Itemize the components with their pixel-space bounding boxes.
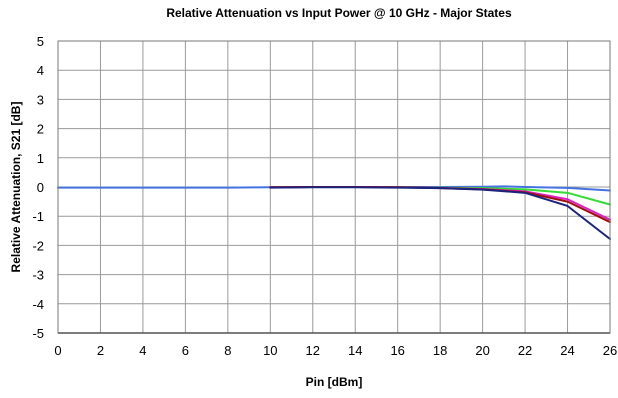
y-axis-label: Relative Attenuation, S21 [dB] — [9, 102, 23, 273]
x-tick-label: 6 — [182, 343, 189, 358]
chart-title: Relative Attenuation vs Input Power @ 10… — [166, 6, 512, 20]
x-axis-label: Pin [dBm] — [306, 375, 363, 389]
y-tick-label: -5 — [32, 326, 44, 341]
plot-frame — [57, 40, 611, 334]
x-tick-label: 26 — [603, 343, 617, 358]
x-tick-label: 20 — [475, 343, 489, 358]
x-tick-labels: 0 2 4 6 8 10 12 14 16 18 20 22 24 26 — [54, 343, 617, 358]
y-tick-labels: 5 4 3 2 1 0 -1 -2 -3 -4 -5 — [32, 34, 44, 341]
y-tick-label: -4 — [32, 297, 44, 312]
x-tick-label: 0 — [54, 343, 61, 358]
y-tick-label: 4 — [37, 63, 44, 78]
y-tick-label: 1 — [37, 151, 44, 166]
x-tick-label: 18 — [433, 343, 447, 358]
x-tick-label: 10 — [263, 343, 277, 358]
x-tick-label: 22 — [518, 343, 532, 358]
x-tick-label: 2 — [97, 343, 104, 358]
x-tick-label: 14 — [348, 343, 362, 358]
x-tick-label: 12 — [306, 343, 320, 358]
y-tick-label: 2 — [37, 122, 44, 137]
series-layer — [57, 185, 611, 240]
y-tick-label: -3 — [32, 268, 44, 283]
y-tick-label: -1 — [32, 209, 44, 224]
y-tick-label: -2 — [32, 238, 44, 253]
x-tick-label: 24 — [560, 343, 574, 358]
x-tick-label: 16 — [390, 343, 404, 358]
x-tick-label: 8 — [224, 343, 231, 358]
y-tick-label: 3 — [37, 92, 44, 107]
x-tick-label: 4 — [139, 343, 146, 358]
y-tick-label: 5 — [37, 34, 44, 49]
y-tick-label: 0 — [37, 180, 44, 195]
series-line-5 — [269, 186, 611, 240]
